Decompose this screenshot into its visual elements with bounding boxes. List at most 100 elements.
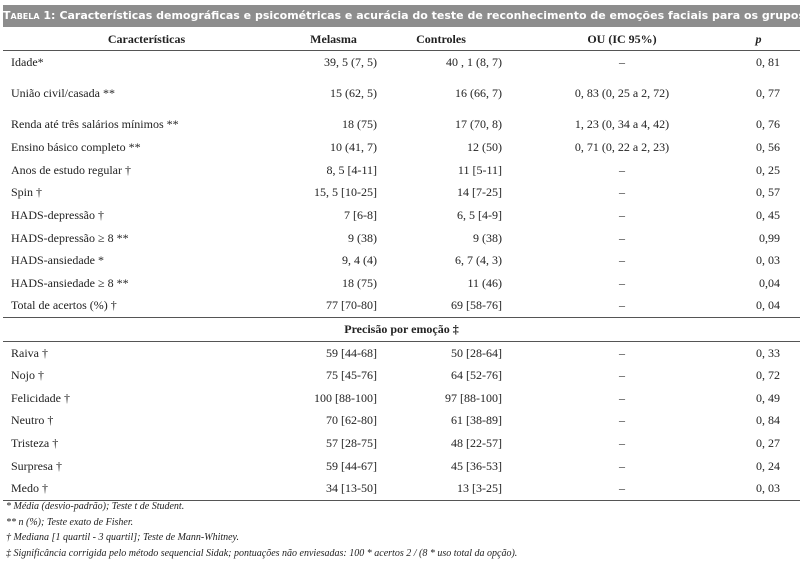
table-cell: 69 [58-76]	[451, 298, 502, 313]
table-cell: 59 [44-68]	[326, 345, 377, 360]
table-cell: 39, 5 (7, 5)	[324, 54, 377, 69]
table-cell: 6, 5 [4-9]	[457, 207, 502, 222]
table-cell: HADS-depressão ≥ 8 **	[11, 230, 129, 245]
table-cell: 59 [44-67]	[326, 458, 377, 473]
table-row: Nojo † 75 [45-76] 64 [52-76] – 0, 72	[3, 364, 800, 387]
footnotes: * Média (desvio-padrão); Teste t de Stud…	[6, 499, 517, 561]
table-row: Anos de estudo regular † 8, 5 [4-11] 11 [5…	[3, 159, 800, 182]
table-cell: 0, 72	[756, 368, 780, 383]
table-cell: –	[619, 207, 625, 222]
table-cell: 9, 4 (4)	[342, 253, 377, 268]
table-cell: 15, 5 [10-25]	[314, 185, 377, 200]
table-cell: Tristeza †	[11, 435, 59, 450]
table-cell: 8, 5 [4-11]	[326, 162, 377, 177]
table-cell: –	[619, 230, 625, 245]
title-text: Características demográficas e psicométr…	[59, 9, 804, 22]
table-cell: 0, 57	[756, 185, 780, 200]
table-cell: HADS-ansiedade ≥ 8 **	[11, 275, 129, 290]
table-cell: –	[619, 390, 625, 405]
table-cell: Neutro †	[11, 413, 54, 428]
table-cell: 11 (46)	[467, 275, 502, 290]
table-cell: Total de acertos (%) †	[11, 298, 117, 313]
table-cell: 16 (66, 7)	[455, 85, 502, 100]
table-row: Tristeza † 57 [28-75] 48 [22-57] – 0, 27	[3, 432, 800, 455]
table-row: Total de acertos (%) † 77 [70-80] 69 [58-7…	[3, 295, 800, 318]
table-row: HADS-depressão † 7 [6-8] 6, 5 [4-9] – 0, 45	[3, 204, 800, 227]
table: Características Melasma Controles OU (IC 95…	[3, 28, 800, 501]
table-cell: 75 [45-76]	[326, 368, 377, 383]
table-cell: Raiva †	[11, 345, 48, 360]
table-cell: Surpresa †	[11, 458, 62, 473]
table-row: Surpresa † 59 [44-67] 45 [36-53] – 0, 24	[3, 455, 800, 478]
table-cell: HADS-depressão †	[11, 207, 104, 222]
table-row: HADS-ansiedade ≥ 8 ** 18 (75) 11 (46) – 0,04	[3, 272, 800, 295]
table-cell: 40 , 1 (8, 7)	[446, 54, 502, 69]
title-label: Tabela 1:	[3, 9, 56, 22]
table-row: Medo † 34 [13-50] 13 [3-25] –0, 03	[3, 477, 800, 501]
table-cell: –	[619, 368, 625, 383]
table-cell: 15 (62, 5)	[330, 85, 377, 100]
table-cell: 34 [13-50]	[290, 477, 380, 501]
header-row: Características Melasma Controles OU (IC 95…	[3, 28, 800, 51]
table-cell: 7 [6-8]	[344, 207, 377, 222]
table-cell: –	[619, 162, 625, 177]
table-cell: Renda até três salários mínimos **	[11, 117, 179, 131]
table-cell: 13 [3-25]	[380, 477, 507, 501]
footnote: ‡ Significância corrigida pelo método se…	[6, 547, 518, 559]
header-cell: Características	[3, 28, 290, 51]
table-cell: 0, 71 (0, 22 a 2, 23)	[574, 140, 670, 154]
table-cell: 0, 77	[756, 85, 780, 100]
table-cell: União civil/casada **	[11, 85, 115, 100]
table-cell: –	[619, 275, 625, 290]
table-cell: 0, 76	[756, 117, 780, 131]
table-cell: Spin †	[11, 185, 43, 200]
table-cell: Medo †	[3, 477, 290, 501]
table-cell: 0, 84	[756, 413, 780, 428]
table-cell: Ensino básico completo **	[11, 140, 141, 154]
table-cell: 50 [28-64]	[451, 345, 502, 360]
table-cell: 6, 7 (4, 3)	[455, 253, 502, 268]
table-cell: 18 (75)	[342, 275, 377, 290]
header-cell: Controles	[380, 28, 507, 51]
table-cell: 0, 03	[737, 477, 800, 501]
table-cell: 0, 45	[756, 207, 780, 222]
table-cell: 0, 24	[756, 458, 780, 473]
table-cell: 11 [5-11]	[457, 162, 502, 177]
table-cell: 14 [7-25]	[457, 185, 502, 200]
table-cell: 0,99	[759, 230, 780, 245]
table-cell: 61 [38-89]	[451, 413, 502, 428]
header-cell: Melasma	[290, 28, 380, 51]
table-cell: 64 [52-76]	[451, 368, 502, 383]
footnote: * Média (desvio-padrão); Teste t de Stud…	[6, 501, 185, 512]
table-cell: 77 [70-80]	[326, 298, 377, 313]
table-cell: Felicidade †	[11, 390, 70, 405]
section-title: Precisão por emoção ‡	[3, 317, 800, 342]
table-row: HADS-ansiedade * 9, 4 (4) 6, 7 (4, 3) – 0, 0…	[3, 249, 800, 272]
table-cell: 45 [36-53]	[451, 458, 502, 473]
table-cell: –	[619, 435, 625, 450]
table-row: Neutro † 70 [62-80] 61 [38-89] – 0, 84	[3, 410, 800, 433]
table-cell: 0, 03	[756, 253, 780, 268]
table-title: Tabela 1: Características demográficas e …	[3, 5, 804, 27]
table-cell: 0, 33	[756, 345, 780, 360]
table-cell: –	[619, 54, 625, 69]
table-cell: HADS-ansiedade *	[11, 253, 104, 268]
table-cell: 100 [88-100]	[314, 390, 377, 405]
table-row: Felicidade † 100 [88-100] 97 [88-100] – 0, 4…	[3, 387, 800, 410]
table-cell: 9 (38)	[473, 230, 502, 245]
table-cell: Nojo †	[11, 368, 44, 383]
table-cell: 0,04	[759, 275, 780, 290]
table-cell: 0, 27	[756, 435, 780, 450]
table-cell: –	[619, 458, 625, 473]
table-cell: –	[619, 185, 625, 200]
table-body: Características Melasma Controles OU (IC 95…	[3, 28, 800, 501]
table-row: Renda até três salários mínimos ** 18 (75…	[3, 113, 800, 136]
header-cell: p	[737, 28, 800, 51]
table-cell: 12 (50)	[467, 140, 502, 154]
footnote: ** n (%); Teste exato de Fisher.	[6, 516, 134, 528]
table-cell: 10 (41, 7)	[330, 140, 377, 154]
table-row: HADS-depressão ≥ 8 ** 9 (38) 9 (38) – 0,99	[3, 227, 800, 250]
table-cell: Idade*	[11, 54, 44, 69]
table-cell: 9 (38)	[348, 230, 377, 245]
